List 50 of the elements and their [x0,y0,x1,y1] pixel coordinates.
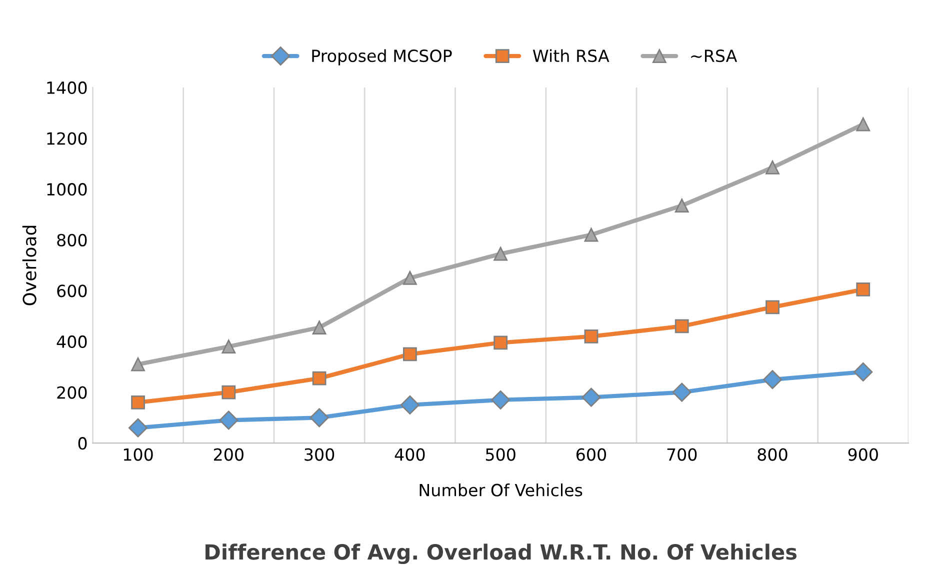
point [856,117,870,132]
x-tick-label: 600 [576,448,606,461]
x-tick-label: 800 [758,448,788,461]
point [766,160,780,174]
point [491,390,510,410]
point [674,198,689,213]
y-tick-label: 600 [57,284,87,298]
point [582,388,601,407]
x-tick-label: 500 [486,448,516,461]
point [219,410,238,430]
point [766,300,780,314]
x-tick-label: 300 [304,448,334,461]
y-axis-title: Overload [22,226,36,306]
legend-label: Proposed MCSOP [312,49,452,66]
point [672,382,692,402]
point [584,228,598,242]
x-axis-title: Number Of Vehicles [420,484,582,496]
point [494,246,508,261]
y-tick-label: 200 [57,386,87,399]
x-tick-label: 400 [394,448,425,461]
point [762,370,782,390]
y-tick-label: 800 [57,234,87,246]
y-tick-label: 400 [56,335,87,348]
text: Difference Of Avg. Overload W.R.T. No. Of Vehicles [206,544,797,564]
point [131,357,145,372]
y-tick-label: 1000 [47,183,87,196]
point [402,271,417,285]
legend-label: ~RSA [691,50,738,62]
point [674,319,689,334]
x-tick-label: 100 [124,448,153,461]
point [854,362,873,382]
x-tick-label: 700 [667,448,697,461]
point [400,395,420,415]
x-tick-label: 900 [848,448,878,461]
x-tick-label: 200 [214,448,244,461]
point [494,336,508,350]
point [128,418,148,438]
point [584,329,598,344]
point [312,320,326,334]
point [131,395,145,410]
y-tick-label: 1200 [47,132,87,145]
point [856,282,870,296]
y-tick-label: 1400 [47,81,87,94]
point [312,371,326,386]
point [402,347,417,362]
point [222,340,236,354]
point [222,385,236,400]
y-tick-label: 0 [78,437,87,450]
legend-label: With RSA [532,49,610,62]
point [310,408,329,428]
